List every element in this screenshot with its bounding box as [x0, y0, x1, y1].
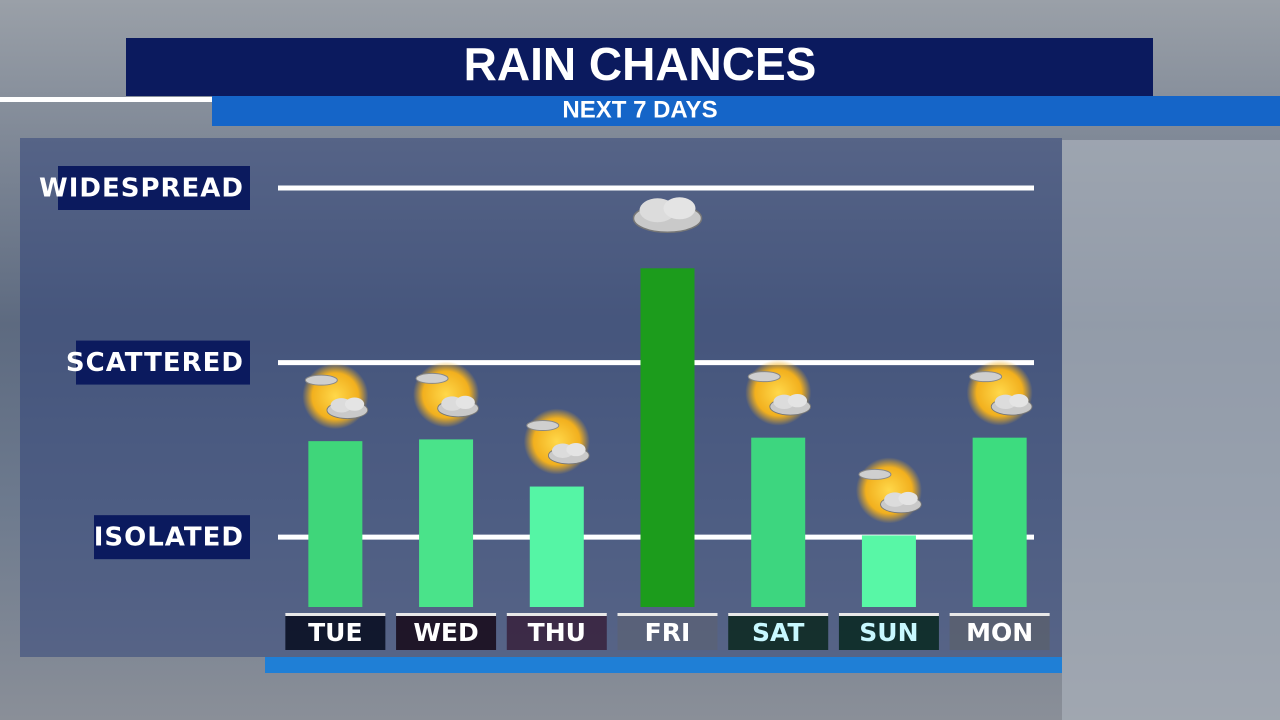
x-tick-label: FRI	[645, 618, 691, 647]
weather-icon-cloud-small	[415, 372, 449, 384]
day-label-box	[617, 614, 718, 650]
y-tick-label: ISOLATED	[94, 523, 244, 553]
weather-icon-sun	[302, 363, 369, 430]
accent-line	[0, 97, 212, 102]
weather-icon-cloud	[326, 397, 369, 419]
cloud-part	[898, 491, 918, 506]
weather-icon-cloud-small	[304, 374, 338, 386]
x-tick-label: SAT	[752, 618, 804, 647]
y-tick-label: SCATTERED	[66, 348, 244, 378]
bar	[529, 486, 584, 607]
weather-icon-sun	[523, 408, 590, 475]
day-label-box	[506, 614, 607, 650]
bar	[972, 437, 1027, 607]
chart-subtitle: NEXT 7 DAYS	[562, 96, 717, 123]
weather-icon-cloud-small	[969, 371, 1003, 383]
cloud-part	[344, 397, 365, 411]
day-label-box	[728, 614, 829, 650]
y-tick-label: WIDESPREAD	[39, 174, 244, 204]
day-label-box	[396, 614, 497, 650]
day-label-border	[285, 613, 386, 616]
panel-strip	[265, 657, 1062, 673]
x-tick-label: TUE	[308, 618, 362, 647]
bar	[861, 535, 916, 607]
title-bar	[126, 38, 1153, 96]
bar	[308, 441, 363, 607]
day-label-box	[838, 614, 939, 650]
weather-icon-cloud	[632, 197, 703, 234]
subtitle-bar	[212, 96, 1280, 126]
weather-icon-sun	[855, 457, 922, 524]
cloud-part	[455, 395, 475, 409]
weather-icon-cloud-small	[747, 371, 781, 383]
weather-icon-cloud-small	[526, 420, 560, 432]
cloud-part	[566, 442, 586, 457]
day-label-box	[285, 614, 386, 650]
background-blur	[1062, 140, 1280, 720]
weather-icon-sun	[966, 359, 1033, 426]
x-tick-label: SUN	[859, 618, 918, 647]
weather-icon-cloud	[547, 442, 590, 465]
x-tick-label: WED	[413, 618, 478, 647]
weather-icon-sun	[413, 361, 480, 428]
weather-icon-cloud-small	[858, 468, 892, 480]
bar	[419, 439, 474, 607]
weather-icon-sun	[745, 359, 812, 426]
y-label-box	[76, 340, 250, 385]
weather-icon-cloud	[990, 394, 1033, 416]
day-label-box	[949, 614, 1050, 650]
day-label-border	[506, 613, 607, 616]
day-label-border	[617, 613, 718, 616]
cloud-part	[1009, 394, 1029, 408]
bar	[640, 268, 695, 607]
bar	[751, 437, 806, 607]
weather-icon-cloud	[437, 395, 479, 418]
x-tick-label: MON	[966, 618, 1033, 647]
weather-icon-cloud	[880, 491, 922, 514]
cloud-part	[663, 197, 696, 220]
y-label-box	[58, 166, 250, 210]
chart-title: RAIN CHANCES	[464, 38, 817, 90]
x-tick-label: THU	[528, 618, 586, 647]
day-label-border	[728, 613, 829, 616]
day-label-border	[949, 613, 1050, 616]
day-label-border	[838, 613, 939, 616]
y-label-box	[94, 515, 250, 560]
day-label-border	[396, 613, 497, 616]
cloud-part	[787, 394, 808, 408]
weather-icon-cloud	[769, 394, 812, 416]
